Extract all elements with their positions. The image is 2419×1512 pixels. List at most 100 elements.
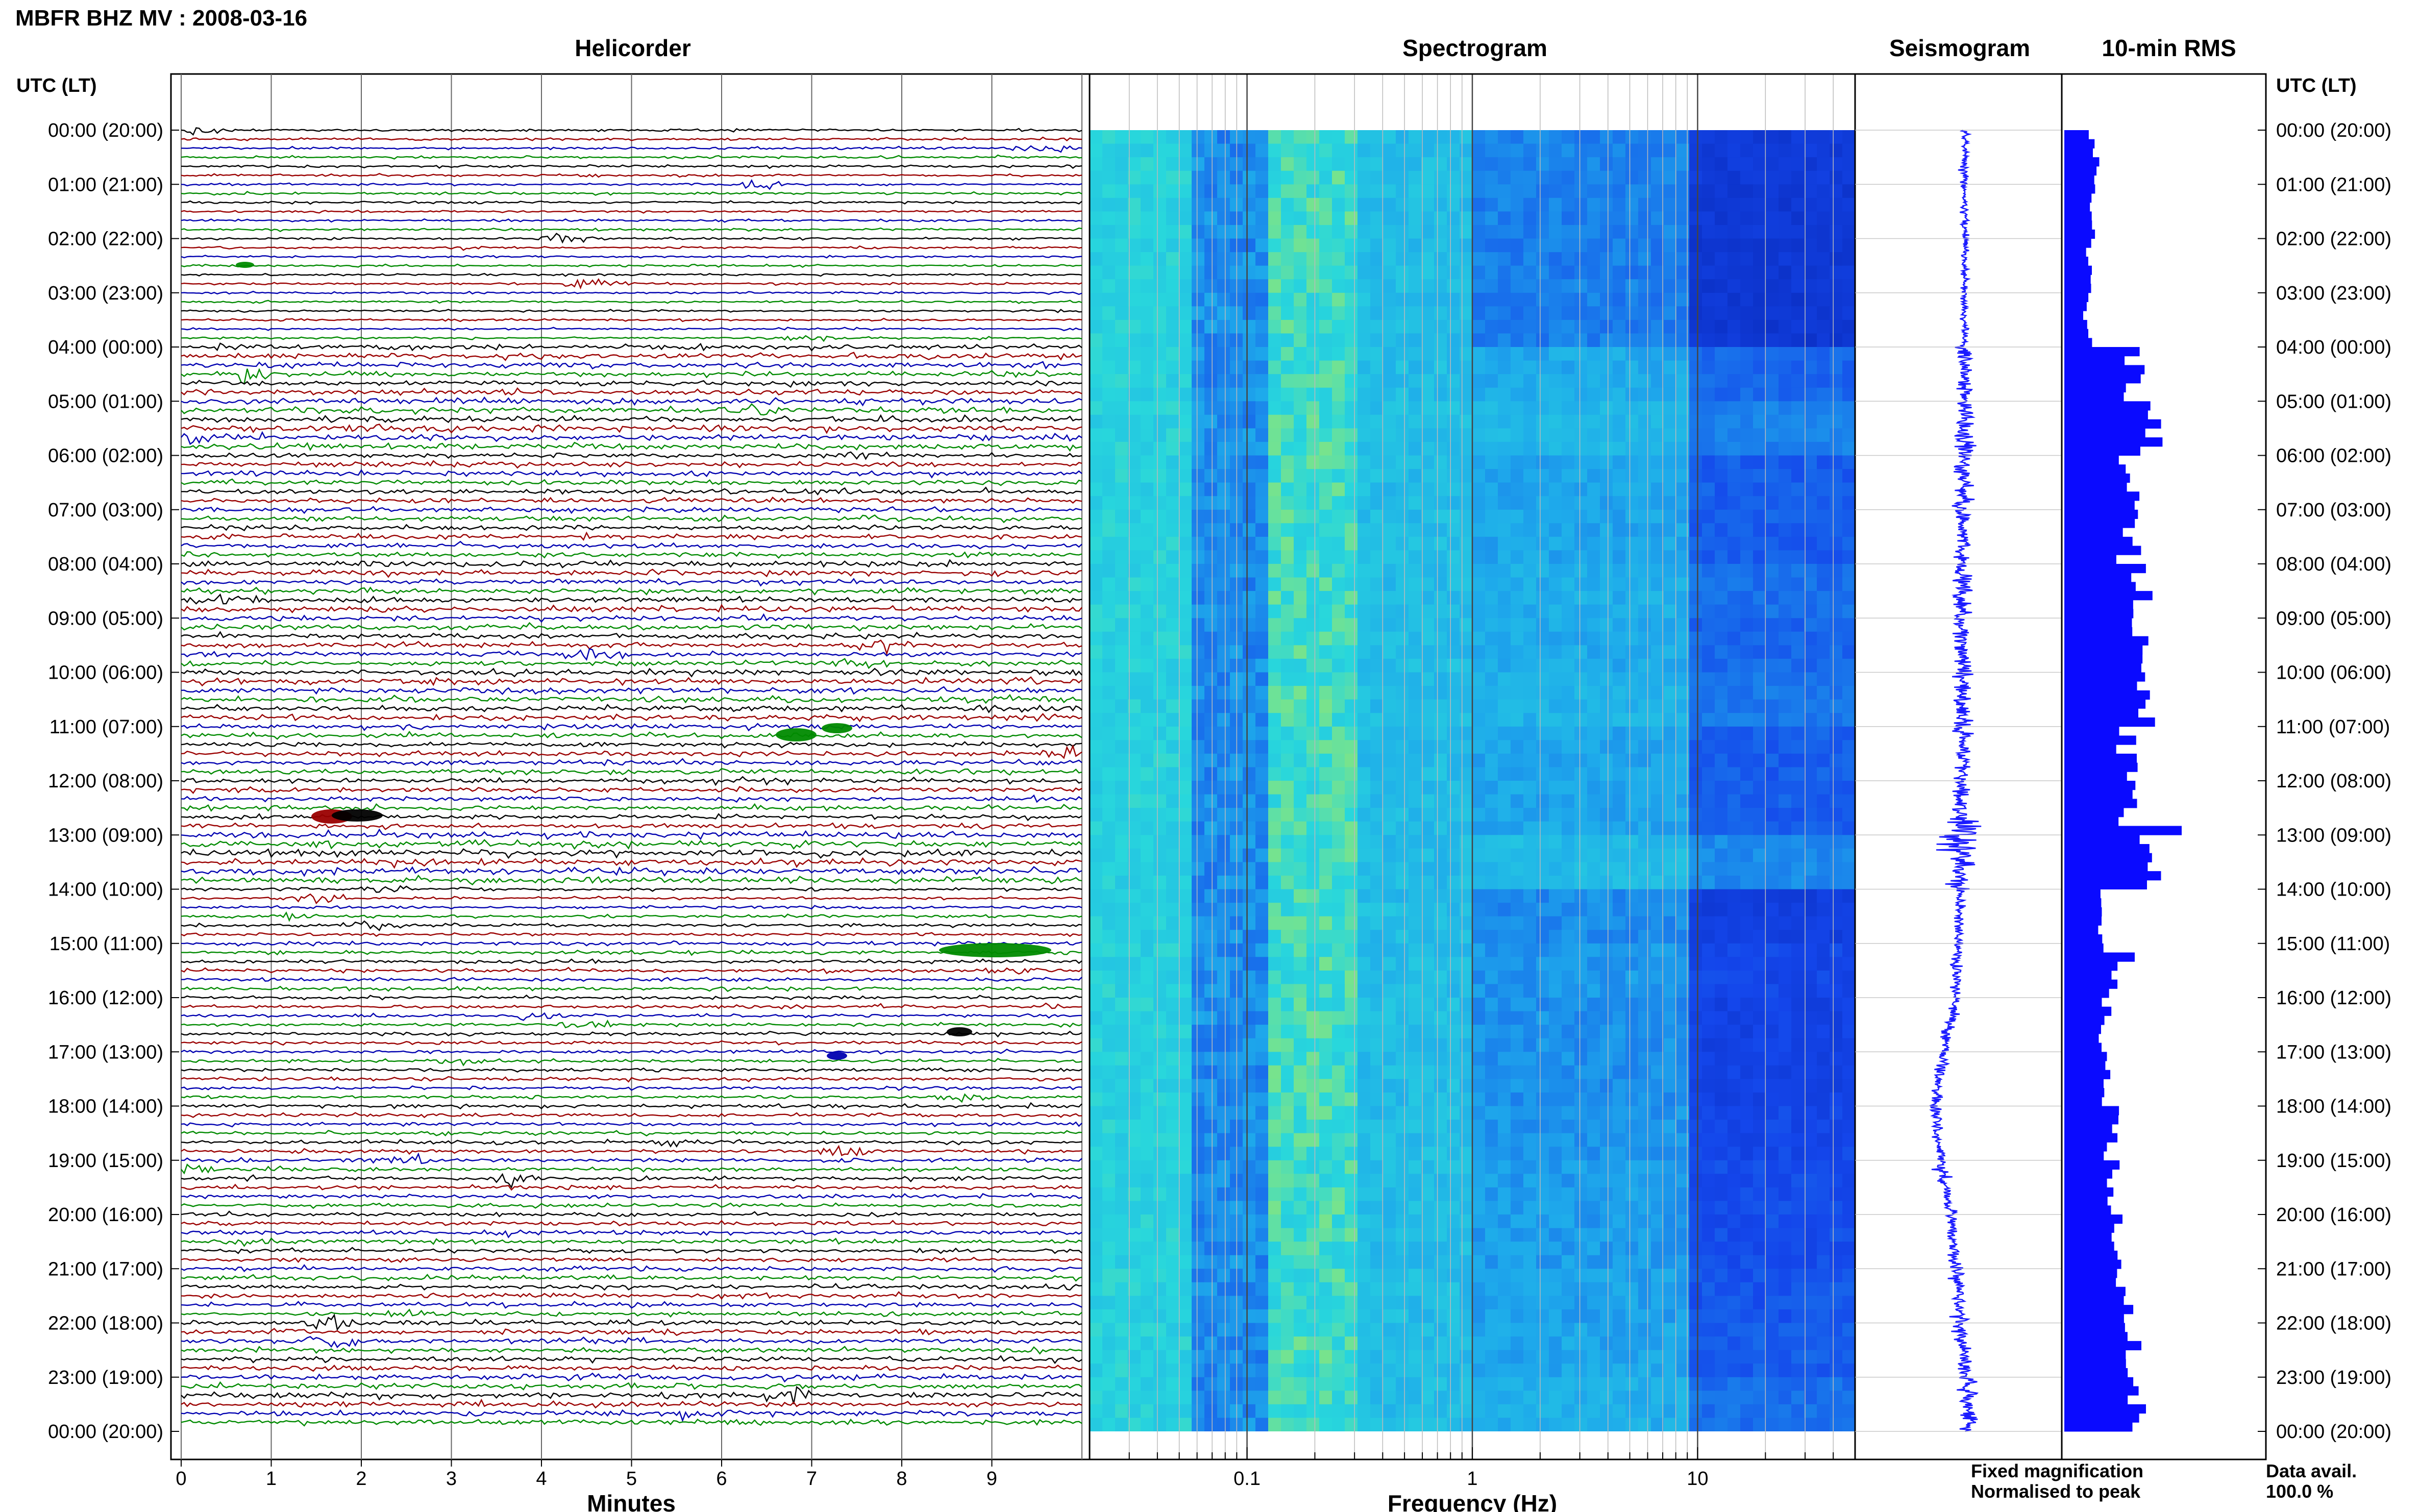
spectrogram-cell	[1153, 1174, 1167, 1188]
spectrogram-cell	[1472, 781, 1486, 795]
spectrogram-cell	[1370, 1065, 1384, 1079]
spectrogram-cell	[1383, 645, 1396, 659]
spectrogram-cell	[1179, 360, 1192, 375]
spectrogram-cell	[1128, 130, 1141, 144]
spectrogram-cell	[1791, 1187, 1805, 1202]
spectrogram-cell	[1115, 469, 1128, 483]
spectrogram-cell	[1485, 374, 1498, 388]
spectrogram-cell	[1204, 211, 1218, 226]
spectrogram-cell	[1268, 469, 1281, 483]
spectrogram-cell	[1817, 821, 1830, 835]
spectrogram-cell	[1332, 414, 1345, 429]
spectrogram-cell	[1651, 726, 1664, 740]
spectrogram-cell	[1319, 496, 1332, 510]
spectrogram-cell	[1141, 347, 1154, 361]
spectrogram-cell	[1255, 482, 1269, 497]
spectrogram-cell	[1141, 1133, 1154, 1147]
spectrogram-cell	[1204, 998, 1218, 1012]
spectrogram-cell	[1370, 1201, 1384, 1215]
spectrogram-cell	[1753, 672, 1766, 686]
spectrogram-cell	[1791, 197, 1805, 212]
spectrogram-cell	[1651, 998, 1664, 1012]
spectrogram-cell	[1842, 930, 1856, 944]
spectrogram-cell	[1128, 1201, 1141, 1215]
spectrogram-cell	[1779, 387, 1792, 402]
spectrogram-cell	[1281, 1092, 1294, 1107]
spectrogram-cell	[1306, 726, 1320, 740]
spectrogram-cell	[1587, 374, 1600, 388]
spectrogram-cell	[1753, 130, 1766, 144]
spectrogram-cell	[1791, 509, 1805, 524]
spectrogram-cell	[1562, 523, 1575, 537]
spectrogram-cell	[1281, 130, 1294, 144]
spectrogram-cell	[1779, 265, 1792, 280]
spectrogram-cell	[1753, 835, 1766, 849]
spectrogram-cell	[1549, 726, 1562, 740]
spectrogram-cell	[1740, 211, 1754, 226]
spectrogram-cell	[1574, 550, 1588, 564]
spectrogram-cell	[1766, 564, 1779, 578]
spectrogram-cell	[1574, 401, 1588, 415]
spectrogram-cell	[1115, 1092, 1128, 1107]
spectrogram-cell	[1740, 781, 1754, 795]
spectrogram-cell	[1702, 1065, 1715, 1079]
spectrogram-cell	[1332, 903, 1345, 917]
spectrogram-cell	[1409, 1025, 1422, 1039]
spectrogram-cell	[1102, 225, 1116, 239]
spectrogram-cell	[1830, 604, 1843, 618]
spectrogram-cell	[1574, 1174, 1588, 1188]
spectrogram-cell	[1587, 319, 1600, 334]
spectrogram-cell	[1370, 767, 1384, 781]
spectrogram-cell	[1779, 753, 1792, 768]
spectrogram-cell	[1498, 387, 1511, 402]
spectrogram-cell	[1830, 1065, 1843, 1079]
spectrogram-cell	[1102, 1106, 1116, 1120]
spectrogram-cell	[1549, 808, 1562, 822]
spectrogram-cell	[1472, 238, 1486, 253]
spectrogram-cell	[1485, 753, 1498, 768]
spectrogram-cell	[1753, 550, 1766, 564]
spectrogram-cell	[1217, 292, 1230, 307]
spectrogram-cell	[1600, 767, 1613, 781]
spectrogram-cell	[1396, 713, 1409, 727]
spectrogram-cell	[1574, 862, 1588, 876]
spectrogram-cell	[1217, 998, 1230, 1012]
spectrogram-cell	[1357, 157, 1371, 171]
spectrogram-cell	[1587, 387, 1600, 402]
spectrogram-cell	[1613, 414, 1626, 429]
spectrogram-cell	[1281, 726, 1294, 740]
spectrogram-cell	[1702, 1038, 1715, 1052]
spectrogram-cell	[1357, 930, 1371, 944]
spectrogram-cell	[1689, 903, 1702, 917]
spectrogram-cell	[1830, 984, 1843, 998]
spectrogram-cell	[1179, 794, 1192, 808]
spectrogram-cell	[1460, 740, 1473, 754]
spectrogram-cell	[1638, 794, 1651, 808]
spectrogram-cell	[1702, 1079, 1715, 1093]
spectrogram-cell	[1472, 536, 1486, 551]
spectrogram-cell	[1574, 238, 1588, 253]
spectrogram-cell	[1268, 509, 1281, 524]
spectrogram-cell	[1319, 1052, 1332, 1066]
spectrogram-cell	[1409, 414, 1422, 429]
spectrogram-cell	[1153, 401, 1167, 415]
spectrogram-cell	[1613, 998, 1626, 1012]
spectrogram-cell	[1702, 1201, 1715, 1215]
helicorder-trace	[181, 1152, 1082, 1164]
spectrogram-cell	[1817, 523, 1830, 537]
spectrogram-cell	[1715, 1025, 1728, 1039]
spectrogram-cell	[1460, 252, 1473, 266]
spectrogram-cell	[1638, 536, 1651, 551]
spectrogram-cell	[1689, 1160, 1702, 1174]
helicorder-trace	[181, 1328, 1082, 1336]
spectrogram-cell	[1638, 360, 1651, 375]
spectrogram-cell	[1294, 279, 1307, 293]
spectrogram-cell	[1447, 591, 1460, 605]
spectrogram-cell	[1447, 197, 1460, 212]
helicorder-trace	[181, 451, 1082, 460]
spectrogram-cell	[1727, 713, 1741, 727]
spectrogram-cell	[1294, 577, 1307, 591]
spectrogram-cell	[1306, 1052, 1320, 1066]
spectrogram-cell	[1447, 319, 1460, 334]
spectrogram-cell	[1830, 1187, 1843, 1202]
